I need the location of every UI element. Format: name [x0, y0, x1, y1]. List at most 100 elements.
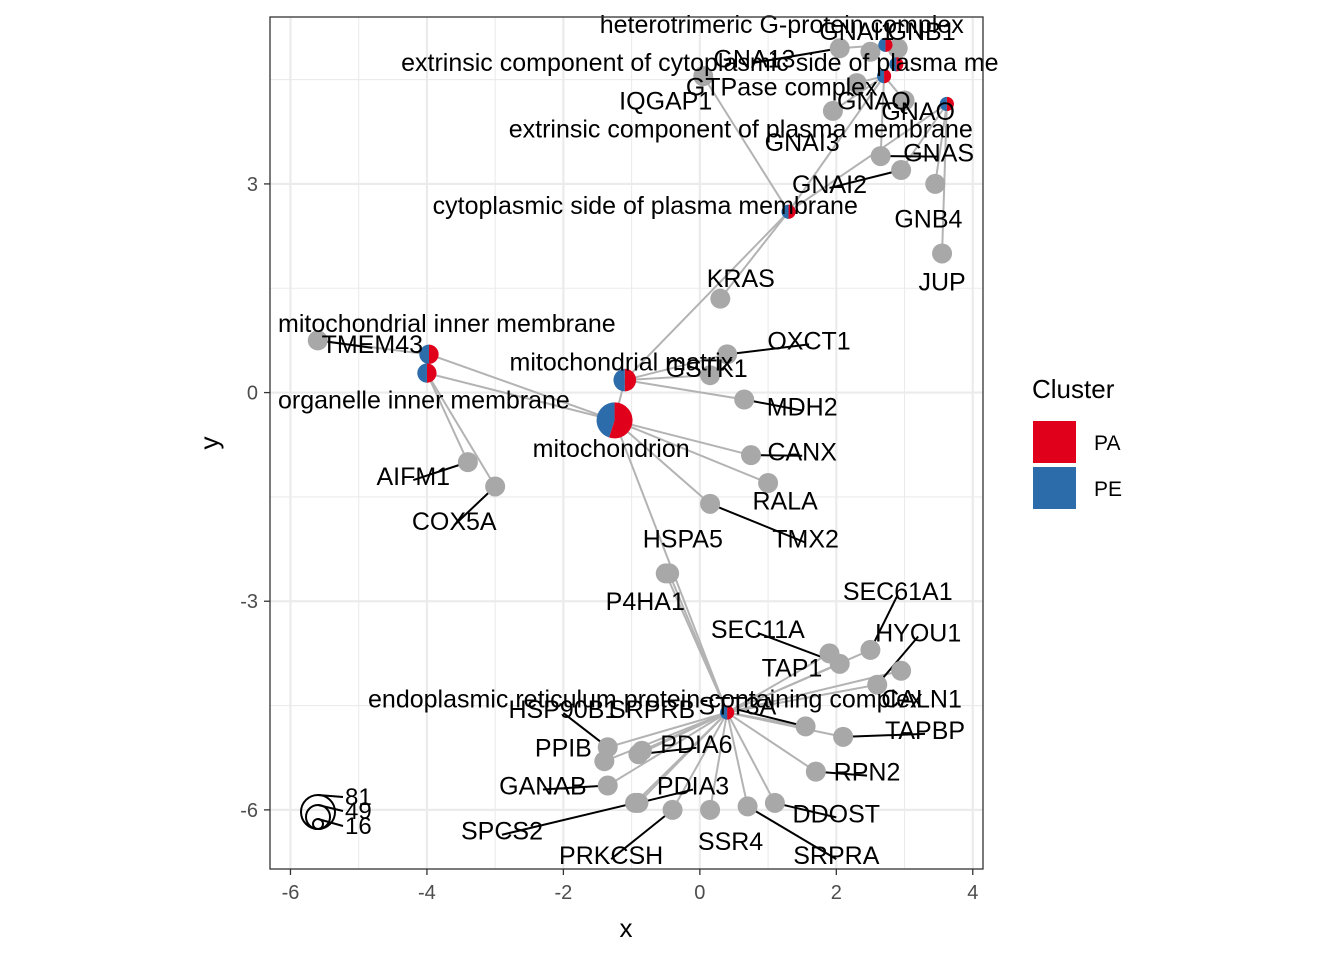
gene-label-gnai3: GNAI3 [765, 129, 840, 157]
edge-rala [614, 419, 769, 484]
size-legend-label-49: 49 [345, 798, 372, 825]
legend-label-pe: PE [1094, 478, 1122, 501]
category-node-htg [878, 37, 893, 52]
edge-hsp90b1 [607, 711, 728, 749]
category-label-gtp: GTPase complex [686, 74, 878, 102]
gene-label-gnaq: GNAQ [837, 87, 911, 115]
gene-label-caln1: CALN1 [881, 686, 962, 714]
x-tick-label: 0 [694, 882, 705, 904]
edge-canx [614, 419, 752, 457]
gene-label-sec61a1-leader [869, 594, 899, 651]
gene-node-gnai3 [822, 100, 843, 121]
edge-srpra [726, 712, 749, 807]
pie-slice-pa [788, 204, 796, 219]
edge-cox5a [426, 372, 497, 487]
gene-label-oxct1-leader [727, 343, 810, 356]
edge-pdia6 [638, 711, 728, 756]
pie-slice-pa [428, 344, 439, 364]
gene-label-gna13: GNA13 [713, 46, 795, 74]
gene-label-ssr4: SSR4 [698, 828, 763, 856]
gene-node-hyou1 [867, 674, 888, 695]
gene-node-stt3a [795, 716, 816, 737]
edge-oxct1 [624, 353, 728, 382]
edge-aifm1 [426, 372, 469, 463]
label-leaders [317, 47, 939, 860]
edge-sec11a [726, 662, 841, 714]
gene-node-ganab [597, 775, 618, 796]
edge-hub [787, 103, 948, 213]
gene-node-gstk1 [700, 365, 721, 386]
gene-label-sec11a: SEC11A [711, 616, 805, 644]
gene-label-ddost-leader [774, 801, 837, 819]
edge-kras [719, 211, 790, 300]
gene-node-cox5a [485, 476, 506, 497]
pie-slice-pa [885, 37, 893, 52]
gene-label-canx: CANX [767, 439, 837, 467]
gene-label-tmem43: TMEM43 [322, 331, 423, 359]
pie-slice-pa [896, 57, 904, 72]
x-tick-label: -4 [418, 882, 436, 904]
category-label-oim: organelle inner membrane [278, 387, 570, 415]
pie-slice-pe [889, 57, 897, 72]
gene-label-gnai2: GNAI2 [792, 171, 867, 199]
legend-swatch-pa [1033, 421, 1076, 463]
category-label-extpm: extrinsic component of plasma membrane [509, 115, 973, 143]
pie-slice-pe [419, 344, 429, 364]
gene-node-tmem43 [307, 330, 328, 351]
category-node-cytpm [781, 204, 796, 219]
edge-tap1 [726, 652, 830, 714]
legend: Cluster PA PE [1032, 374, 1122, 509]
axes: -6 -4 -2 0 2 4 -6 -3 0 3 [240, 174, 978, 904]
gene-label-ganab: GANAB [499, 773, 587, 801]
y-axis-title: y [194, 437, 224, 450]
gene-node-oxct1 [717, 344, 738, 365]
legend-title: Cluster [1032, 374, 1115, 404]
edge-prkcsh [671, 712, 729, 811]
pie-slice-pa [608, 402, 633, 439]
gene-node-canx [741, 445, 762, 466]
gene-label-tapbp-leader [843, 732, 926, 738]
pie-slice-pa [946, 96, 954, 112]
category-label-mim: mitochondrial inner membrane [278, 310, 616, 338]
gene-label-iqgap1: IQGAP1 [619, 87, 712, 115]
edge-ppib [603, 711, 728, 763]
edge-hyou1 [726, 683, 878, 714]
y-tick-label: -6 [240, 800, 258, 822]
gene-node-p4ha1 [655, 563, 676, 584]
gene-node-gnb4 [925, 173, 946, 194]
edge-iqgap1 [702, 75, 790, 213]
gene-label-p4ha1: P4HA1 [606, 588, 685, 616]
gene-label-gnai1: GNAI1 [819, 18, 894, 46]
gene-label-gna13-leader [754, 47, 840, 64]
pie-slice-pe [781, 204, 789, 219]
edge-rpn2 [726, 711, 817, 773]
gene-node-srpra [737, 796, 758, 817]
edge-gstk1 [624, 374, 711, 382]
gene-node-mdh2 [734, 389, 755, 410]
pie-slice-pa [426, 363, 437, 383]
edge-p4ha1 [664, 573, 729, 713]
gene-label-srprb: SRPRB [609, 696, 695, 724]
panel-background [270, 17, 983, 869]
gene-node-iqgap1 [693, 66, 714, 87]
category-node-er [720, 705, 735, 720]
gene-label-hspa5: HSPA5 [643, 526, 723, 554]
category-label-cytpm: cytoplasmic side of plasma membrane [433, 192, 858, 220]
x-tick-label: 2 [831, 882, 842, 904]
pie-slice-pe [878, 37, 886, 52]
gene-label-stt3a-leader [737, 708, 806, 728]
size-legend-tick-16 [317, 818, 344, 827]
gene-label-rpn2: RPN2 [834, 759, 901, 787]
gene-label-mdh2: MDH2 [767, 393, 838, 421]
gene-label-hyou1-leader [876, 635, 919, 686]
pie-slice-pe [720, 705, 728, 720]
pie-slice-pa [727, 705, 735, 720]
gene-label-hsp90b1: HSP90B1 [508, 696, 618, 724]
gene-label-prkcsh: PRKCSH [559, 842, 663, 870]
gene-node-gnaq [846, 73, 867, 94]
gene-label-prkcsh-leader [610, 809, 674, 860]
gene-node-kras [710, 288, 731, 309]
gene-node-jup [932, 243, 953, 264]
